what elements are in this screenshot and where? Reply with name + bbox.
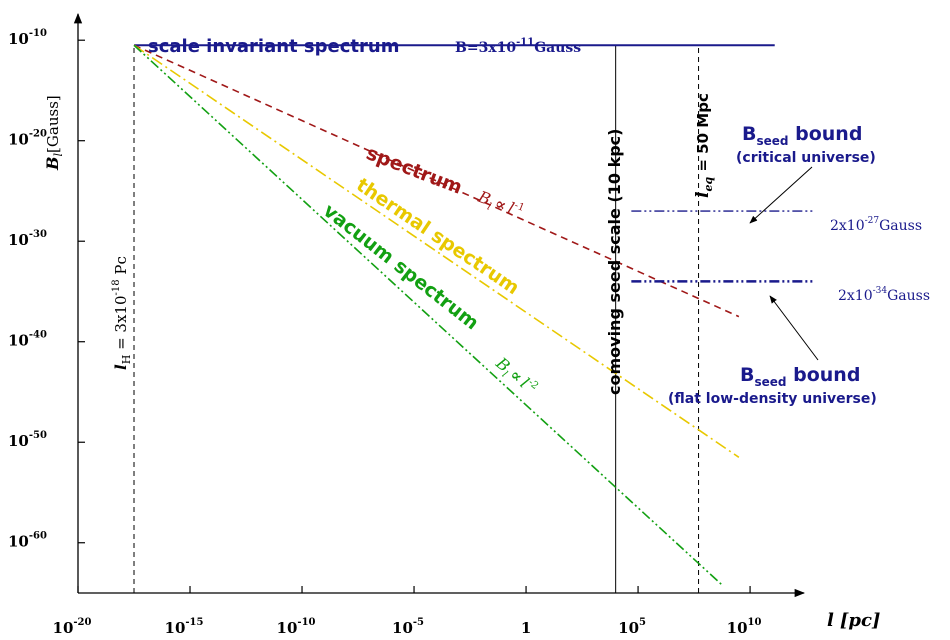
hubble-l: l (112, 364, 130, 370)
y-tick-label-4: 10-50 (8, 430, 47, 450)
y-tick-label-5: 10-60 (8, 531, 47, 551)
scale-invariant-value: B=3x10-11Gauss (455, 37, 581, 56)
y-tick-label-1: 10-20 (8, 129, 47, 149)
bound1-title-b: B (742, 123, 756, 145)
y-axis-label: Bl[Gauss] (43, 95, 65, 171)
x-tick-label-0: 10-20 (53, 617, 92, 637)
hubble-sub: H (120, 355, 133, 365)
y-axis-label-unit: [Gauss] (44, 95, 62, 153)
vacuum-formula-b: B (492, 353, 514, 376)
y-tick-label-3: 10-40 (8, 330, 47, 350)
series-thermal-spectrum (133, 44, 740, 458)
bound1-value-exp: -27 (865, 216, 880, 226)
hubble-scale-label: lH = 3x10-18 Pc (111, 256, 133, 370)
x-axis-label-main: l (827, 610, 834, 631)
annotations: scale invariant spectrum B=3x10-11Gauss … (111, 36, 930, 407)
scale-invariant-value-exp: -11 (516, 37, 534, 48)
causal-formula: Bl∝l-1 (474, 187, 526, 225)
bounds-group (631, 210, 813, 283)
x-tick-label-4: 1 (521, 619, 531, 637)
vertical-lines-group (133, 45, 700, 593)
causal-formula-exp: -1 (513, 200, 526, 214)
equality-scale-label: leq = 50 Mpc (693, 93, 715, 198)
x-tick-label-group: 10-20 10-15 10-10 10-5 1 105 1010 (53, 617, 762, 637)
bound2-title-rest: bound (787, 364, 861, 386)
bound1-value-base: 2x10 (830, 218, 865, 234)
critical-bound-arrow (749, 166, 813, 224)
x-tick-label-3: 10-5 (392, 617, 424, 637)
causal-formula-sub: l (486, 201, 493, 212)
series-vacuum-spectrum (133, 44, 724, 587)
vacuum-formula: Bl∝l-2 (490, 353, 541, 400)
x-axis-label: l [pc] (827, 610, 880, 631)
x-tick-label-2: 10-10 (277, 617, 316, 637)
x-axis-label-unit: [pc] (840, 610, 881, 631)
tick-group (77, 39, 751, 593)
series-causal-spectrum (133, 44, 740, 318)
bound2-title-sub: seed (754, 375, 786, 389)
hubble-unit: Pc (112, 256, 130, 279)
bound2-value-base: 2x10 (838, 288, 873, 304)
x-tick-label-5: 105 (618, 617, 646, 637)
eq-value: = 50 Mpc (694, 93, 712, 177)
y-tick-label-group: 10-10 10-20 10-30 10-40 10-50 10-60 (8, 28, 47, 551)
y-axis-label-sub: l (52, 152, 65, 156)
causal-formula-l: l (505, 198, 517, 218)
bound1-subtitle: (critical universe) (736, 150, 876, 166)
x-tick-label-1: 10-15 (165, 617, 204, 637)
bound1-value-unit: Gauss (879, 218, 922, 234)
scale-invariant-title: scale invariant spectrum (148, 36, 399, 57)
bound1-title-rest: bound (789, 123, 863, 145)
hubble-value: = 3x10 (112, 296, 130, 355)
x-tick-label-6: 1010 (727, 617, 762, 637)
y-axis-label-main: B (43, 156, 62, 171)
bound2-title: Bseed bound (740, 364, 860, 389)
bound1-title-sub: seed (756, 134, 788, 148)
bound2-value-unit: Gauss (887, 288, 930, 304)
bound2-title-b: B (740, 364, 754, 386)
bound1-title: Bseed bound (742, 123, 862, 148)
scale-invariant-value-unit: Gauss (534, 40, 581, 56)
low-density-bound-arrow (769, 295, 819, 361)
eq-l: l (693, 191, 713, 198)
bound2-value-exp: -34 (873, 286, 888, 296)
bound2-value: 2x10-34Gauss (838, 286, 930, 304)
eq-sub: eq (702, 177, 715, 192)
seed-scale-label: comoving seed scale (10 kpc) (605, 129, 624, 395)
bound2-subtitle: (flat low-density universe) (668, 391, 877, 407)
vacuum-formula-sub: l (500, 369, 510, 379)
y-tick-label-0: 10-10 (8, 28, 47, 48)
hubble-exp: -18 (111, 279, 122, 295)
series-group (133, 44, 775, 587)
scale-invariant-value-base: B=3x10 (455, 40, 516, 56)
y-tick-label-2: 10-30 (8, 229, 47, 249)
bound1-value: 2x10-27Gauss (830, 216, 922, 234)
